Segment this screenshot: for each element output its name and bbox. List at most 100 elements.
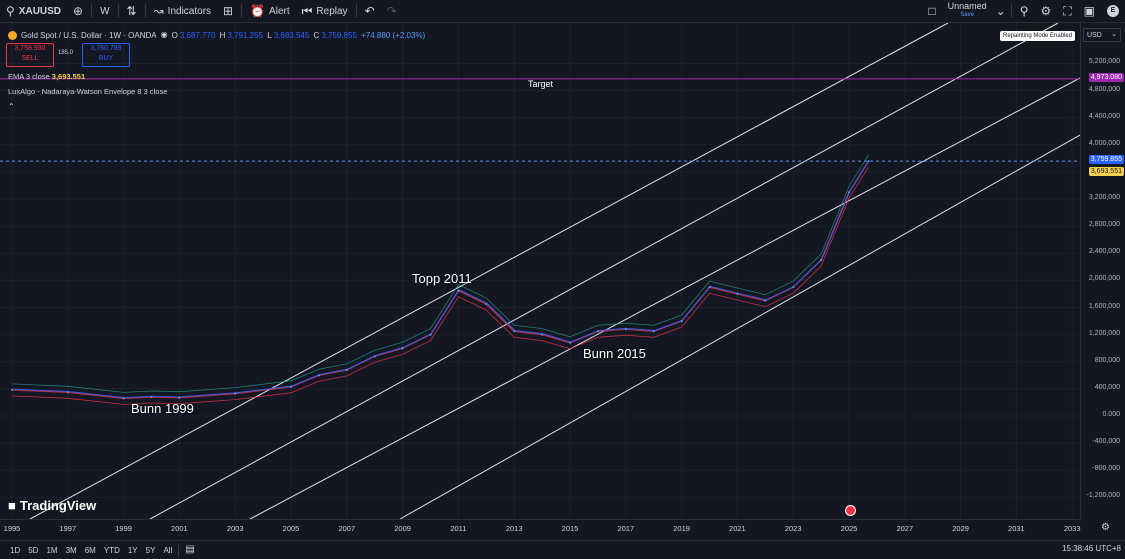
divider <box>1010 4 1012 18</box>
chevron-down-icon[interactable]: ⌄ <box>995 4 1006 18</box>
tradingview-mark-icon: ■ <box>8 498 16 513</box>
range-button-ytd[interactable]: YTD <box>103 545 120 555</box>
calendar-range-icon[interactable]: ▤ <box>185 544 195 555</box>
range-button-6m[interactable]: 6M <box>84 545 96 555</box>
buy-price: 3,760.789 <box>90 45 122 52</box>
buy-button[interactable]: 3,760.789 BUY <box>82 43 130 67</box>
price-series <box>11 160 870 400</box>
magnifier-icon: ⚲ <box>1019 4 1029 18</box>
change-value: +74.880 (+2.03%) <box>361 30 426 40</box>
profile-button[interactable]: E <box>1101 0 1125 22</box>
symbol-search-button[interactable]: ⚲ XAUUSD <box>0 0 67 22</box>
candles-icon: ⇅ <box>126 4 137 18</box>
eye-icon[interactable]: ◉ <box>160 30 168 39</box>
price-tick-label: 5,200,000 <box>1088 58 1120 66</box>
axis-settings-gear-icon[interactable]: ⚙ <box>1101 522 1110 533</box>
range-button-5d[interactable]: 5D <box>28 545 39 555</box>
price-point <box>708 286 711 289</box>
symbol-title[interactable]: Gold Spot / U.S. Dollar · 1W · OANDA <box>21 30 157 40</box>
price-point <box>373 355 376 358</box>
range-button-all[interactable]: All <box>163 545 173 555</box>
price-chart[interactable] <box>0 23 1080 519</box>
clock[interactable]: 15:38:46 UTC+8 <box>1062 544 1121 553</box>
target-annotation[interactable]: Target <box>528 79 554 89</box>
ema-indicator-legend[interactable]: EMA 3 close 3,693.551 <box>8 72 85 81</box>
price-point <box>541 333 544 336</box>
high-label: H <box>219 30 226 40</box>
redo-icon: ↷ <box>386 4 397 18</box>
collapse-legend-button[interactable]: ⌃ <box>8 101 15 113</box>
price-tick-label: 1,200,000 <box>1088 329 1120 337</box>
price-tick-label: 400,000 <box>1094 383 1120 391</box>
price-point <box>11 388 13 391</box>
low-1999-annotation[interactable]: Bunn 1999 <box>131 401 194 416</box>
price-line-blue <box>12 160 870 399</box>
templates-button[interactable]: ⊞ <box>217 0 239 22</box>
price-axis[interactable]: 5,200,000 4,800,000 4,400,000 4,000,000 3,20… <box>1080 23 1125 519</box>
camera-icon: ▣ <box>1083 4 1095 18</box>
undo-icon: ↶ <box>364 4 375 18</box>
range-button-3m[interactable]: 3M <box>65 545 77 555</box>
indicators-icon: ↝ <box>153 4 164 18</box>
last-price-badge: 3,759.855 <box>1088 155 1124 165</box>
layout-toggle-button[interactable]: □ <box>922 0 941 22</box>
low-2015-annotation[interactable]: Bunn 2015 <box>583 346 646 361</box>
fullscreen-icon: ⛶ <box>1063 4 1072 18</box>
chart-type-button[interactable]: ⇅ <box>121 0 143 22</box>
price-point <box>66 391 69 394</box>
range-button-1y[interactable]: 1Y <box>127 545 138 555</box>
envelope-lower-band <box>11 166 869 405</box>
range-button-1d[interactable]: 1D <box>10 545 21 555</box>
open-value: 3,687.770 <box>179 30 216 40</box>
fullscreen-button[interactable]: ⛶ <box>1057 0 1077 22</box>
currency-selector[interactable]: USD ⌄ <box>1083 28 1121 42</box>
topbar-right: □ Unnamed Save ⌄ ⚲ ⚙ ⛶ ▣ E <box>922 0 1125 22</box>
close-label: C <box>313 30 320 40</box>
ema-value: 3,693.551 <box>51 72 86 81</box>
low-label: L <box>267 30 272 40</box>
time-tick-label: 2015 <box>561 524 579 533</box>
layout-save-status: Save <box>960 12 974 18</box>
divider <box>91 4 93 18</box>
price-tick-label: 2,800,000 <box>1088 221 1120 229</box>
alert-button[interactable]: ⏰ Alert <box>244 0 296 22</box>
interval-button[interactable]: W <box>94 0 115 22</box>
compare-button[interactable]: ⊕ <box>67 0 89 22</box>
price-tick-label: -1,200,000 <box>1086 492 1120 500</box>
top-toolbar: ⚲ XAUUSD ⊕ W ⇅ ↝ Indicators ⊞ ⏰ Alert ⏮ … <box>0 0 1125 23</box>
price-point <box>345 368 348 371</box>
indicators-button[interactable]: ↝ Indicators <box>148 0 217 22</box>
price-point <box>652 330 655 333</box>
range-button-1m[interactable]: 1M <box>46 545 58 555</box>
price-tick-label: 0.000 <box>1102 411 1120 418</box>
price-tick-label: -400,000 <box>1092 438 1120 446</box>
price-point <box>624 328 627 331</box>
price-point <box>178 396 181 399</box>
price-point <box>792 286 795 289</box>
top-2011-annotation[interactable]: Topp 2011 <box>412 271 472 286</box>
replay-icon: ⏮ <box>301 4 313 18</box>
trend-channels <box>29 23 1080 519</box>
price-point <box>317 374 320 377</box>
price-tick-label: 3,200,000 <box>1088 194 1120 202</box>
price-point <box>401 347 404 350</box>
grid-icon: ⊞ <box>223 4 234 18</box>
sell-button[interactable]: 3,758.930 SELL <box>6 43 54 67</box>
replay-button[interactable]: ⏮ Replay <box>296 0 354 22</box>
redo-button[interactable]: ↷ <box>381 0 403 22</box>
economic-event-marker-icon[interactable] <box>845 505 856 516</box>
price-point <box>867 160 870 163</box>
screenshot-button[interactable]: ▣ <box>1078 0 1101 22</box>
range-button-5y[interactable]: 5Y <box>145 545 156 555</box>
envelope-indicator-legend[interactable]: LuxAlgo - Nadaraya-Watson Envelope 8 3 c… <box>8 87 167 96</box>
chart-grid <box>0 23 1080 519</box>
price-tick-label: 4,800,000 <box>1088 85 1120 93</box>
quick-search-button[interactable]: ⚲ <box>1014 0 1035 22</box>
layout-name-button[interactable]: Unnamed Save <box>942 2 993 20</box>
undo-button[interactable]: ↶ <box>359 0 381 22</box>
settings-button[interactable]: ⚙ <box>1034 0 1057 22</box>
ema-price-badge: 3,693.551 <box>1088 166 1124 176</box>
price-point <box>290 385 292 388</box>
price-point <box>513 330 516 333</box>
time-axis[interactable]: 1995 1997 1999 2001 2003 2005 2007 2009 2011 2013… <box>0 519 1081 536</box>
